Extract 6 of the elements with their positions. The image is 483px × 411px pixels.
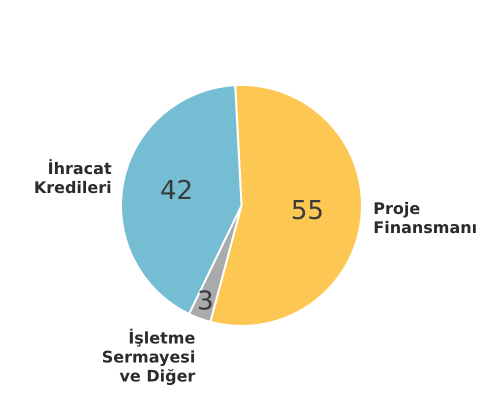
- slice-label: İşletme Sermayesi ve Diğer: [102, 328, 196, 386]
- data-label: 55: [290, 196, 324, 226]
- data-label: 3: [197, 286, 214, 316]
- slice-label: İhracat Kredileri: [34, 158, 112, 197]
- slice-label: Proje Finansmanı: [373, 199, 478, 238]
- data-label: 42: [160, 176, 194, 206]
